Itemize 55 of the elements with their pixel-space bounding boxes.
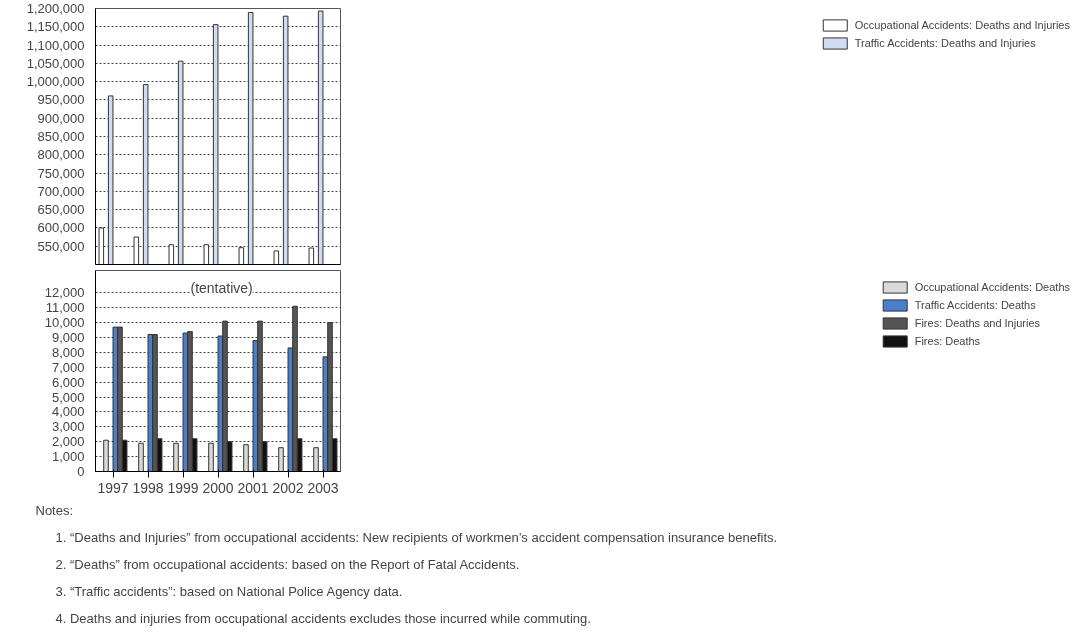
y-tick-label: 4,000	[51, 404, 85, 420]
y-tick-label: 700,000	[37, 183, 85, 199]
bar	[182, 332, 189, 472]
y-tick-label: 1,000,000	[26, 74, 85, 90]
legend-label: Traffic Accidents: Deaths	[914, 299, 1036, 311]
y-tick-label: 5,000	[51, 389, 85, 405]
y-tick-label: 6,000	[51, 374, 85, 390]
x-tick-label: 2001	[237, 479, 269, 496]
y-tick-label: 0	[77, 464, 85, 479]
y-tick-label: 650,000	[37, 202, 85, 218]
legend-label: Occupational Accidents: Deaths and Injuries	[854, 19, 1070, 31]
bar	[208, 442, 214, 472]
bar	[103, 439, 109, 472]
annotation: (tentative)	[190, 279, 253, 296]
y-tick-label: 550,000	[37, 238, 85, 254]
y-tick-label: 8,000	[51, 344, 85, 360]
text: Notes:	[35, 502, 74, 518]
y-tick-label: 800,000	[37, 147, 85, 163]
legend-label: Fires: Deaths	[914, 335, 981, 347]
bar	[138, 442, 144, 472]
y-tick-label: 1,050,000	[26, 55, 85, 71]
x-tick-label: 1998	[132, 479, 164, 496]
bar	[112, 326, 119, 472]
y-tick-label: 600,000	[37, 220, 85, 236]
bar	[278, 447, 284, 472]
text: 4. Deaths and injuries from occupational accidents excludes those incurred while commuting.	[55, 610, 591, 626]
bar	[173, 442, 179, 472]
legend-label: Traffic Accidents: Deaths and Injuries	[854, 37, 1036, 49]
y-tick-label: 750,000	[37, 165, 85, 181]
legend-label: Fires: Deaths and Injuries	[914, 317, 1041, 329]
y-tick-label: 3,000	[51, 419, 85, 435]
y-tick-label: 2,000	[51, 434, 85, 450]
y-tick-label: 850,000	[37, 129, 85, 144]
y-tick-label: 1,150,000	[26, 19, 85, 35]
x-tick-label: 2003	[307, 479, 339, 496]
x-tick-label: 2000	[202, 479, 234, 496]
x-tick-label: 1997	[97, 479, 129, 496]
y-tick-label: 9,000	[51, 330, 85, 345]
y-tick-label: 1,100,000	[26, 37, 85, 53]
y-tick-label: 900,000	[37, 110, 85, 126]
y-tick-label: 12,000	[44, 285, 85, 301]
text: 2. “Deaths” from occupational accidents: based on the Report of Fatal Accidents.	[55, 556, 520, 572]
text: 3. “Traffic accidents”: based on National Police Agency data.	[55, 583, 403, 599]
y-tick-label: 7,000	[51, 359, 85, 375]
x-tick-label: 2002	[272, 479, 304, 496]
text: 1. “Deaths and Injuries” from occupational accidents: New recipients of workmen’s accident compensation insurance benefits.	[55, 529, 778, 545]
y-tick-label: 11,000	[45, 300, 85, 316]
y-tick-label: 1,000	[51, 449, 85, 465]
legend-label: Occupational Accidents: Deaths	[914, 281, 1070, 293]
y-tick-label: 1,200,000	[26, 1, 85, 16]
bar	[313, 447, 319, 472]
x-tick-label: 1999	[167, 479, 199, 496]
bar	[243, 444, 249, 472]
y-tick-label: 950,000	[37, 92, 85, 108]
y-tick-label: 10,000	[44, 315, 85, 331]
